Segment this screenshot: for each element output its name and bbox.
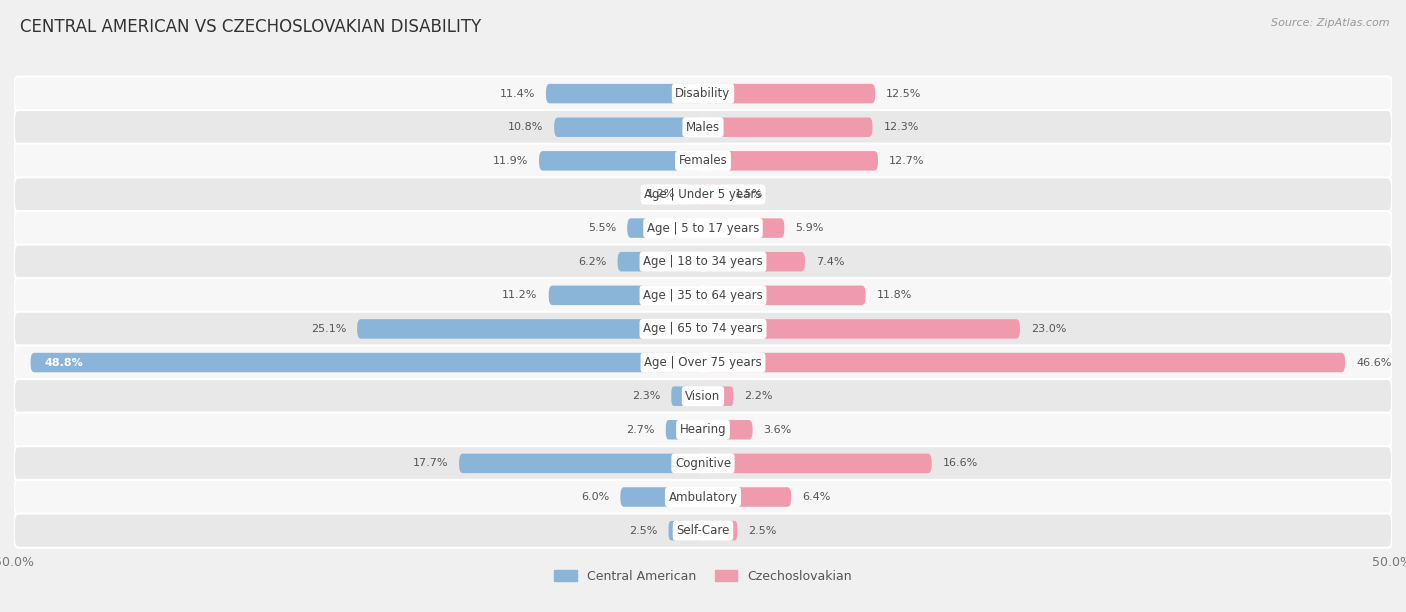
FancyBboxPatch shape: [14, 110, 1392, 144]
Text: 23.0%: 23.0%: [1031, 324, 1066, 334]
Text: 11.2%: 11.2%: [502, 290, 537, 300]
Text: 25.1%: 25.1%: [311, 324, 346, 334]
FancyBboxPatch shape: [14, 312, 1392, 346]
FancyBboxPatch shape: [669, 521, 703, 540]
Text: 7.4%: 7.4%: [815, 256, 845, 267]
FancyBboxPatch shape: [703, 521, 738, 540]
Text: 2.3%: 2.3%: [631, 391, 661, 401]
FancyBboxPatch shape: [14, 278, 1392, 313]
FancyBboxPatch shape: [554, 118, 703, 137]
FancyBboxPatch shape: [703, 185, 724, 204]
Text: Age | 35 to 64 years: Age | 35 to 64 years: [643, 289, 763, 302]
Text: 5.9%: 5.9%: [796, 223, 824, 233]
FancyBboxPatch shape: [357, 319, 703, 338]
Text: 11.4%: 11.4%: [499, 89, 534, 99]
Text: 2.7%: 2.7%: [626, 425, 655, 435]
FancyBboxPatch shape: [703, 487, 792, 507]
FancyBboxPatch shape: [703, 453, 932, 473]
Text: Females: Females: [679, 154, 727, 167]
FancyBboxPatch shape: [703, 151, 877, 171]
FancyBboxPatch shape: [14, 76, 1392, 111]
Text: Self-Care: Self-Care: [676, 524, 730, 537]
Text: 1.5%: 1.5%: [735, 190, 763, 200]
Text: 12.3%: 12.3%: [883, 122, 920, 132]
Text: 6.0%: 6.0%: [581, 492, 609, 502]
Text: Ambulatory: Ambulatory: [668, 490, 738, 504]
Text: Hearing: Hearing: [679, 424, 727, 436]
FancyBboxPatch shape: [703, 420, 752, 439]
Text: Disability: Disability: [675, 87, 731, 100]
Text: Source: ZipAtlas.com: Source: ZipAtlas.com: [1271, 18, 1389, 28]
Text: 1.2%: 1.2%: [647, 190, 675, 200]
Text: 5.5%: 5.5%: [588, 223, 616, 233]
Text: 2.2%: 2.2%: [744, 391, 773, 401]
FancyBboxPatch shape: [620, 487, 703, 507]
Text: 6.4%: 6.4%: [803, 492, 831, 502]
FancyBboxPatch shape: [671, 386, 703, 406]
Text: Age | 65 to 74 years: Age | 65 to 74 years: [643, 323, 763, 335]
FancyBboxPatch shape: [14, 345, 1392, 379]
FancyBboxPatch shape: [703, 218, 785, 238]
FancyBboxPatch shape: [666, 420, 703, 439]
Text: Cognitive: Cognitive: [675, 457, 731, 470]
FancyBboxPatch shape: [627, 218, 703, 238]
FancyBboxPatch shape: [703, 353, 1346, 372]
FancyBboxPatch shape: [617, 252, 703, 272]
FancyBboxPatch shape: [703, 118, 873, 137]
FancyBboxPatch shape: [538, 151, 703, 171]
FancyBboxPatch shape: [548, 286, 703, 305]
Text: Males: Males: [686, 121, 720, 134]
FancyBboxPatch shape: [686, 185, 703, 204]
Text: Age | 18 to 34 years: Age | 18 to 34 years: [643, 255, 763, 268]
Text: 2.5%: 2.5%: [628, 526, 658, 536]
FancyBboxPatch shape: [14, 211, 1392, 245]
FancyBboxPatch shape: [14, 446, 1392, 480]
FancyBboxPatch shape: [14, 412, 1392, 447]
FancyBboxPatch shape: [14, 480, 1392, 514]
Text: 16.6%: 16.6%: [943, 458, 979, 468]
Text: 11.8%: 11.8%: [876, 290, 912, 300]
FancyBboxPatch shape: [703, 386, 734, 406]
Text: 46.6%: 46.6%: [1357, 357, 1392, 368]
FancyBboxPatch shape: [14, 513, 1392, 548]
Text: 3.6%: 3.6%: [763, 425, 792, 435]
Text: Age | Over 75 years: Age | Over 75 years: [644, 356, 762, 369]
FancyBboxPatch shape: [546, 84, 703, 103]
FancyBboxPatch shape: [14, 177, 1392, 212]
Text: 12.7%: 12.7%: [889, 156, 925, 166]
Text: 48.8%: 48.8%: [45, 357, 83, 368]
FancyBboxPatch shape: [703, 84, 875, 103]
FancyBboxPatch shape: [460, 453, 703, 473]
Text: CENTRAL AMERICAN VS CZECHOSLOVAKIAN DISABILITY: CENTRAL AMERICAN VS CZECHOSLOVAKIAN DISA…: [20, 18, 481, 36]
Text: 10.8%: 10.8%: [508, 122, 543, 132]
FancyBboxPatch shape: [703, 252, 806, 272]
Text: 2.5%: 2.5%: [748, 526, 778, 536]
FancyBboxPatch shape: [14, 144, 1392, 178]
Text: 17.7%: 17.7%: [412, 458, 449, 468]
FancyBboxPatch shape: [703, 286, 866, 305]
FancyBboxPatch shape: [14, 379, 1392, 413]
Text: 6.2%: 6.2%: [578, 256, 606, 267]
Text: Age | 5 to 17 years: Age | 5 to 17 years: [647, 222, 759, 234]
FancyBboxPatch shape: [31, 353, 703, 372]
FancyBboxPatch shape: [14, 245, 1392, 279]
FancyBboxPatch shape: [703, 319, 1019, 338]
Text: Vision: Vision: [685, 390, 721, 403]
Text: 11.9%: 11.9%: [492, 156, 529, 166]
Text: 12.5%: 12.5%: [886, 89, 922, 99]
Legend: Central American, Czechoslovakian: Central American, Czechoslovakian: [550, 564, 856, 588]
Text: Age | Under 5 years: Age | Under 5 years: [644, 188, 762, 201]
